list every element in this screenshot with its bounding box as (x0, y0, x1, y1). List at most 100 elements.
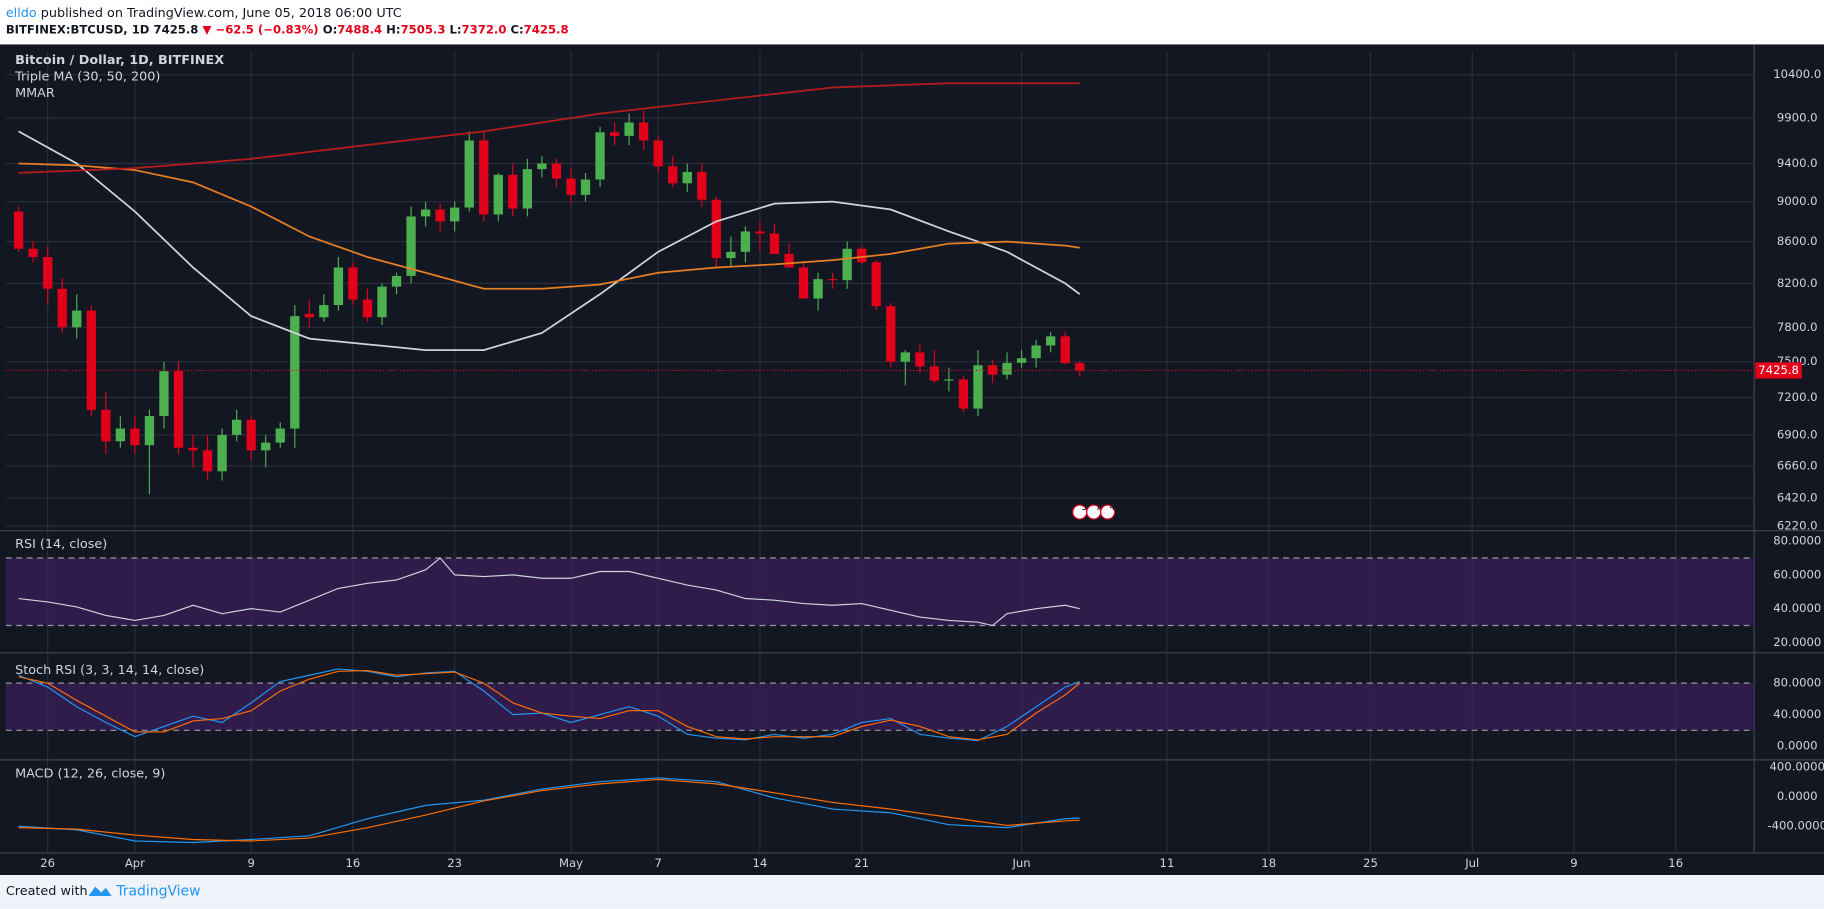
y-tick-label: 80.0000 (1773, 534, 1821, 548)
candle (1046, 331, 1056, 353)
candle (522, 158, 533, 217)
y-tick-label: 9900.0 (1777, 111, 1818, 125)
candle (57, 278, 67, 333)
header-line2: BITFINEX:BTCUSD, 1D 7425.8 ▼ −62.5 (−0.8… (6, 22, 569, 36)
candle-body (450, 207, 460, 222)
panel-title: RSI (14, close) (15, 537, 107, 552)
candle (580, 172, 591, 202)
candle (726, 236, 736, 268)
candle (406, 206, 416, 284)
c-label: C: (510, 22, 523, 36)
candle-body (86, 310, 96, 410)
candle (1016, 350, 1027, 368)
candle-body (72, 310, 82, 328)
x-tick-label: Apr (125, 856, 145, 870)
candle-body (711, 199, 721, 259)
candle (319, 294, 329, 322)
footer-brand[interactable]: TradingView (115, 883, 200, 899)
candle (740, 226, 751, 263)
candle (857, 246, 867, 265)
candle-body (173, 371, 184, 448)
candle (639, 110, 649, 150)
o-label: O: (323, 22, 338, 36)
candle (697, 163, 707, 207)
candle (871, 260, 881, 311)
candle (551, 158, 562, 188)
candle (217, 428, 227, 481)
candle-body (886, 306, 896, 362)
candle-body (217, 434, 227, 472)
x-tick-label: Jun (1012, 856, 1031, 870)
y-tick-label: 0.0000 (1777, 789, 1818, 803)
candle (13, 206, 24, 252)
candle (450, 201, 460, 232)
candle (1075, 361, 1085, 377)
h: 7505.3 (401, 22, 446, 36)
candle-body (944, 379, 954, 381)
candle-body (464, 140, 474, 208)
candle (101, 391, 111, 455)
candle (43, 246, 53, 306)
footer-bg (0, 875, 1824, 909)
header-bg (0, 0, 1824, 45)
candle (624, 113, 634, 146)
o: 7488.4 (337, 22, 382, 36)
user[interactable]: elldo (6, 6, 37, 21)
footer-created: Created with (6, 884, 88, 899)
x-tick-label: 9 (247, 856, 254, 870)
candle-body (508, 174, 518, 209)
candle-body (391, 275, 402, 287)
candle (682, 163, 692, 192)
candle-body (188, 447, 198, 451)
y-tick-label: 6420.0 (1777, 491, 1818, 505)
y-tick-label: 400.0000 (1770, 759, 1824, 773)
x-tick-label: 25 (1363, 856, 1378, 870)
symbol: BITFINEX:BTCUSD, 1D (6, 22, 150, 36)
candle-body (726, 251, 736, 259)
band (5, 558, 1755, 626)
candle (464, 131, 474, 212)
series-line (18, 162, 1080, 290)
candle-body (973, 365, 983, 409)
x-tick-label: 16 (346, 856, 361, 870)
y-tick-label: 60.0000 (1773, 567, 1821, 581)
candle-body (348, 267, 358, 300)
l: 7372.0 (462, 22, 507, 36)
candle-body (290, 316, 300, 429)
series-line (18, 82, 1080, 174)
candle (915, 344, 925, 374)
candle-body (304, 313, 314, 318)
event-count: 4 (1109, 502, 1115, 513)
panel-title: Bitcoin / Dollar, 1D, BITFINEX (15, 53, 224, 68)
candle (348, 262, 358, 306)
candle (290, 305, 300, 448)
candle-body (420, 209, 431, 217)
y-tick-label: 80.0000 (1773, 676, 1821, 690)
c: 7425.8 (524, 22, 569, 36)
x-tick-label: 14 (753, 856, 768, 870)
candle-body (551, 163, 562, 179)
y-tick-label: 20.0000 (1773, 635, 1821, 649)
candle (784, 243, 794, 268)
candle-body (43, 257, 53, 289)
candle-body (842, 248, 852, 281)
candle-body (522, 169, 533, 209)
candle (944, 367, 954, 392)
candle-body (406, 216, 416, 276)
candle-body (537, 163, 547, 170)
candle (275, 422, 285, 448)
candle-body (755, 231, 765, 234)
candle-body (857, 248, 867, 263)
candle-body (231, 419, 242, 435)
candle (798, 262, 809, 299)
candle (566, 168, 576, 204)
candle (391, 272, 402, 295)
tv-logo[interactable] (88, 886, 112, 896)
candle-body (57, 288, 67, 328)
candle-body (653, 140, 663, 167)
published: published on TradingView.com, June 05, 2… (41, 6, 402, 21)
candle-body (609, 132, 620, 136)
y-tick-label: 8600.0 (1777, 234, 1818, 248)
candle (72, 294, 82, 339)
